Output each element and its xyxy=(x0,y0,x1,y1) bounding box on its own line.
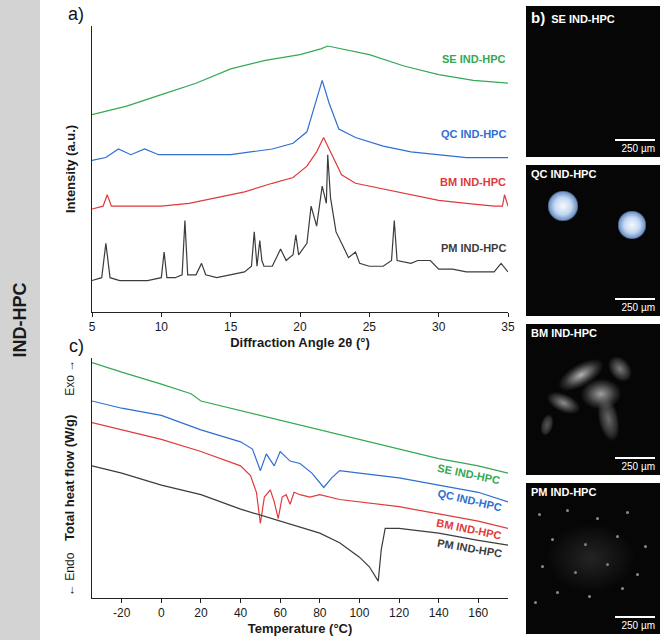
svg-text:140: 140 xyxy=(429,606,449,620)
svg-text:30: 30 xyxy=(432,320,446,334)
svg-text:80: 80 xyxy=(313,606,327,620)
svg-text:35: 35 xyxy=(501,320,515,334)
svg-text:100: 100 xyxy=(349,606,369,620)
svg-text:PM IND-HPC: PM IND-HPC xyxy=(436,537,503,560)
svg-text:Intensity (a.u.): Intensity (a.u.) xyxy=(63,125,78,213)
svg-text:160: 160 xyxy=(468,606,488,620)
html-text:250 µm: 250 µm xyxy=(621,461,655,472)
svg-text:BM IND-HPC: BM IND-HPC xyxy=(435,517,502,542)
svg-text:c): c) xyxy=(69,336,84,356)
html-text:250 µm: 250 µm xyxy=(621,143,655,154)
svg-text:Temperature (°C): Temperature (°C) xyxy=(248,621,353,636)
svg-text:PM IND-HPC: PM IND-HPC xyxy=(441,242,506,254)
html-text:b) SE IND-HPC: b) SE IND-HPC xyxy=(531,9,615,26)
svg-text:SE IND-HPC: SE IND-HPC xyxy=(436,462,501,487)
svg-text:20: 20 xyxy=(293,320,307,334)
svg-text:a): a) xyxy=(68,4,84,24)
svg-text:← Endo: ← Endo xyxy=(63,552,77,596)
html-text:IND-HPC: IND-HPC xyxy=(9,282,30,358)
svg-text:SE IND-HPC: SE IND-HPC xyxy=(442,53,506,65)
svg-text:0: 0 xyxy=(158,606,165,620)
html-text:PM IND-HPC: PM IND-HPC xyxy=(531,486,597,498)
svg-text:10: 10 xyxy=(155,320,169,334)
svg-text:Exo →: Exo → xyxy=(63,360,77,396)
svg-text:QC IND-HPC: QC IND-HPC xyxy=(441,128,506,140)
html-text:250 µm: 250 µm xyxy=(621,620,655,631)
svg-text:QC IND-HPC: QC IND-HPC xyxy=(436,487,502,514)
svg-text:Diffraction Angle 2θ (°): Diffraction Angle 2θ (°) xyxy=(230,335,370,350)
svg-text:40: 40 xyxy=(234,606,248,620)
svg-text:120: 120 xyxy=(389,606,409,620)
svg-text:5: 5 xyxy=(89,320,96,334)
svg-text:20: 20 xyxy=(194,606,208,620)
svg-text:-20: -20 xyxy=(113,606,131,620)
svg-text:BM IND-HPC: BM IND-HPC xyxy=(440,176,506,188)
html-text:250 µm: 250 µm xyxy=(621,302,655,313)
svg-text:60: 60 xyxy=(274,606,288,620)
svg-text:Total heat flow (W/g): Total heat flow (W/g) xyxy=(62,415,77,541)
html-text:QC IND-HPC: QC IND-HPC xyxy=(531,168,597,180)
svg-text:15: 15 xyxy=(224,320,238,334)
svg-text:25: 25 xyxy=(363,320,377,334)
html-text:BM IND-HPC: BM IND-HPC xyxy=(531,327,597,339)
